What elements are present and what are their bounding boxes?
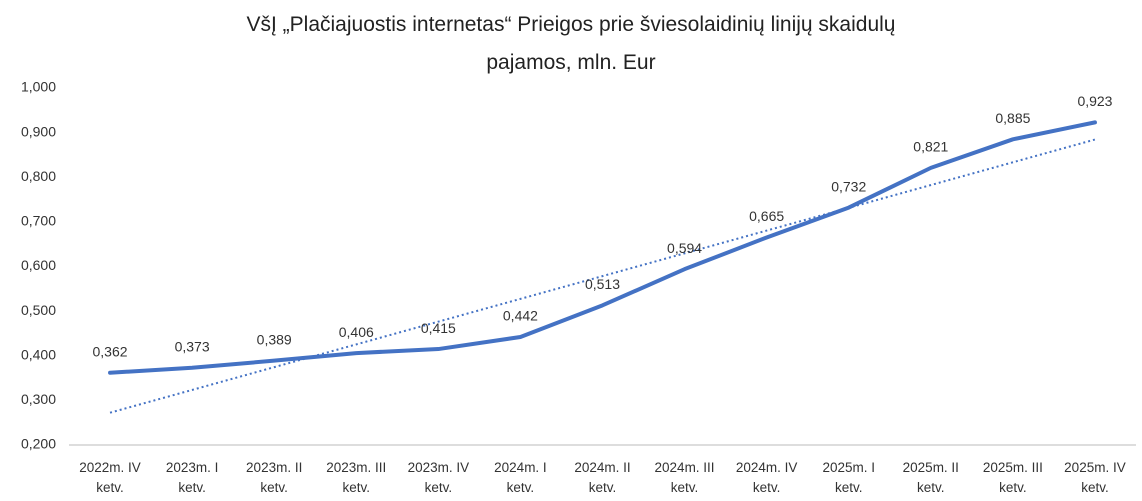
y-tick-label: 0,900 xyxy=(21,123,56,139)
data-label: 0,923 xyxy=(1077,93,1112,109)
x-tick-label: 2023m. IV ketv. xyxy=(407,460,470,495)
data-label: 0,513 xyxy=(585,276,620,292)
y-tick-label: 0,500 xyxy=(21,302,56,318)
trendline xyxy=(109,138,1096,414)
y-tick-label: 0,200 xyxy=(21,436,56,452)
x-tick-label: 2024m. IV ketv. xyxy=(735,460,798,495)
x-tick-label: 2023m. III ketv. xyxy=(326,460,387,495)
data-label: 0,362 xyxy=(93,343,128,359)
data-label: 0,406 xyxy=(339,324,374,340)
data-label: 0,389 xyxy=(257,331,292,347)
x-tick-label: 2024m. III ketv. xyxy=(654,460,715,495)
x-tick-label: 2023m. I ketv. xyxy=(165,460,219,495)
data-label: 0,885 xyxy=(995,110,1030,126)
data-label: 0,732 xyxy=(831,178,866,194)
data-label: 0,373 xyxy=(175,339,210,355)
y-tick-label: 0,400 xyxy=(21,346,56,362)
x-tick-label: 2023m. II ketv. xyxy=(246,460,303,495)
data-label: 0,442 xyxy=(503,308,538,324)
x-tick-label: 2024m. II ketv. xyxy=(574,460,631,495)
y-tick-label: 0,800 xyxy=(21,168,56,184)
y-tick-label: 0,300 xyxy=(21,391,56,407)
x-tick-label: 2025m. IV ketv. xyxy=(1064,460,1126,495)
y-tick-label: 1,000 xyxy=(21,79,56,95)
x-tick-label: 2025m. II ketv. xyxy=(902,460,959,495)
x-tick-label: 2022m. IV ketv. xyxy=(79,460,141,495)
data-label: 0,821 xyxy=(913,139,948,155)
chart-title: VšĮ „Plačiajuostis internetas“ Prieigos … xyxy=(246,13,896,74)
x-tick-label: 2024m. I ketv. xyxy=(494,460,547,495)
data-label: 0,415 xyxy=(421,320,456,336)
y-tick-label: 0,700 xyxy=(21,213,56,229)
x-tick-label: 2025m. III ketv. xyxy=(982,460,1043,495)
line xyxy=(108,120,1097,375)
data-label: 0,594 xyxy=(667,240,702,256)
x-tick-label: 2025m. I ketv. xyxy=(822,460,875,495)
y-tick-label: 0,600 xyxy=(21,257,56,273)
data-label: 0,665 xyxy=(749,208,784,224)
